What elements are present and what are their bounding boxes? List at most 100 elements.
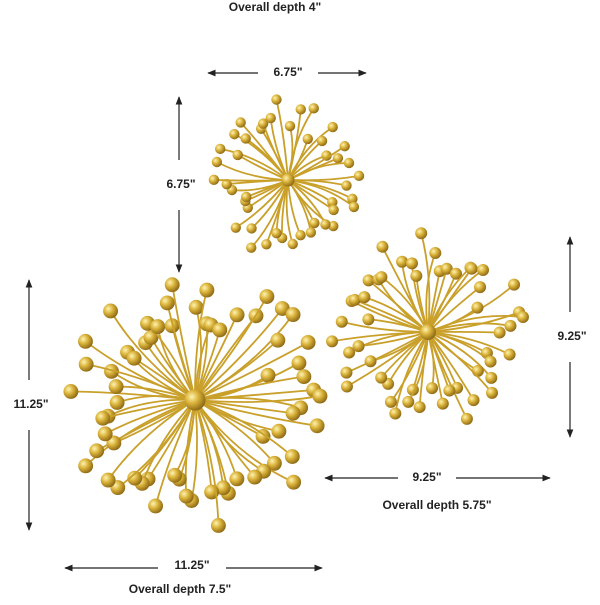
ball [296,369,312,385]
ball [309,217,320,229]
hub [184,389,206,411]
ball [328,220,339,232]
ball [108,379,124,395]
wire [154,399,196,507]
ball [343,346,356,359]
ball [211,156,223,168]
wire [194,339,279,401]
ball [97,426,113,442]
ball [266,455,282,471]
ball [508,278,521,291]
wire [427,315,524,333]
wire [394,331,429,414]
ball [260,367,276,383]
ball [443,384,456,397]
ball [465,262,478,275]
ball [241,191,252,203]
hub [420,324,436,340]
wire [194,341,309,401]
ball [143,330,159,345]
ball [375,371,388,384]
width-label: 6.75" [273,65,302,79]
wire [354,299,429,333]
depth-label: Overall depth 4" [229,0,321,14]
ball [389,407,402,420]
wire [427,269,484,333]
wire [171,284,196,401]
ball [413,401,426,414]
ball [305,227,317,238]
width-label: 11.25" [174,558,209,572]
ball [348,201,360,213]
wire [194,399,220,526]
ball [362,313,375,326]
ball [212,322,228,338]
wire [220,147,289,181]
wire [194,399,293,458]
ball [471,364,484,377]
ball [358,291,371,304]
ball [246,223,257,234]
ball [257,118,269,129]
wire [117,399,196,489]
ball [341,180,352,191]
ball [471,301,484,314]
ball [493,326,506,339]
ball [384,395,397,408]
wire [166,302,196,401]
ball [396,255,409,268]
wire [194,389,314,401]
ball [210,518,226,533]
ball [467,394,480,407]
wire [346,331,429,374]
ball [340,366,353,379]
ball [215,480,231,496]
ball [229,471,245,487]
ball [302,133,313,145]
ball [504,319,517,332]
ball [199,282,215,298]
ball [164,277,180,293]
ball [440,262,453,275]
wire [287,126,334,181]
wire [287,174,360,182]
ball [410,269,423,282]
ball [308,103,319,114]
ball [429,247,442,260]
ball [347,193,358,205]
ball [259,289,275,304]
wire [109,310,196,401]
wire [250,179,289,249]
ball [230,222,241,233]
ball [148,498,164,514]
ball [100,472,116,488]
wire [235,179,289,229]
ball [285,307,301,323]
ball [295,230,306,241]
ball [126,350,142,366]
ball [265,112,276,124]
ball [326,335,339,348]
wire [194,399,318,427]
ball [159,295,175,311]
ball [284,120,296,132]
ball [364,355,377,368]
ball [270,332,286,348]
ball [261,239,272,250]
ball [127,470,143,486]
ball [229,128,240,140]
ball [352,340,365,353]
wire [275,99,289,181]
ball [271,423,287,439]
ball [229,307,245,323]
ball [516,311,529,324]
ball [235,117,246,128]
ball [188,299,204,315]
ball [485,371,498,384]
wire [287,107,315,181]
ball [309,418,325,434]
ball [320,219,331,230]
ball [376,240,389,253]
ball [295,104,306,115]
ball [271,94,282,105]
